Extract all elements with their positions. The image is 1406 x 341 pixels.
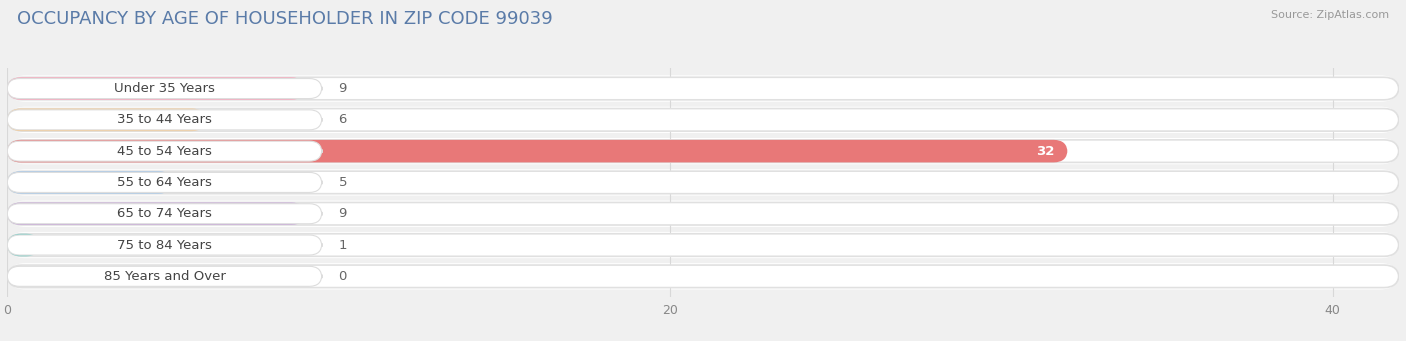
Text: 75 to 84 Years: 75 to 84 Years bbox=[117, 239, 212, 252]
Text: 1: 1 bbox=[339, 239, 347, 252]
FancyBboxPatch shape bbox=[7, 203, 305, 225]
FancyBboxPatch shape bbox=[7, 173, 322, 192]
FancyBboxPatch shape bbox=[7, 171, 173, 194]
Text: Source: ZipAtlas.com: Source: ZipAtlas.com bbox=[1271, 10, 1389, 20]
FancyBboxPatch shape bbox=[7, 171, 1399, 194]
FancyBboxPatch shape bbox=[7, 265, 1399, 287]
Text: 55 to 64 Years: 55 to 64 Years bbox=[117, 176, 212, 189]
Text: 85 Years and Over: 85 Years and Over bbox=[104, 270, 225, 283]
FancyBboxPatch shape bbox=[7, 234, 41, 256]
FancyBboxPatch shape bbox=[7, 266, 322, 286]
Text: 45 to 54 Years: 45 to 54 Years bbox=[117, 145, 212, 158]
FancyBboxPatch shape bbox=[7, 232, 1399, 258]
Text: 5: 5 bbox=[339, 176, 347, 189]
FancyBboxPatch shape bbox=[7, 108, 205, 131]
Text: OCCUPANCY BY AGE OF HOUSEHOLDER IN ZIP CODE 99039: OCCUPANCY BY AGE OF HOUSEHOLDER IN ZIP C… bbox=[17, 10, 553, 28]
FancyBboxPatch shape bbox=[7, 263, 1399, 290]
FancyBboxPatch shape bbox=[7, 169, 1399, 196]
FancyBboxPatch shape bbox=[7, 108, 1399, 131]
Text: 6: 6 bbox=[339, 113, 347, 126]
FancyBboxPatch shape bbox=[7, 234, 1399, 256]
FancyBboxPatch shape bbox=[7, 141, 322, 161]
FancyBboxPatch shape bbox=[7, 140, 1067, 162]
Text: 9: 9 bbox=[339, 207, 347, 220]
FancyBboxPatch shape bbox=[7, 235, 322, 255]
Text: 32: 32 bbox=[1036, 145, 1054, 158]
Text: 9: 9 bbox=[339, 82, 347, 95]
FancyBboxPatch shape bbox=[7, 107, 1399, 133]
FancyBboxPatch shape bbox=[7, 78, 322, 99]
FancyBboxPatch shape bbox=[7, 204, 322, 224]
FancyBboxPatch shape bbox=[7, 75, 1399, 102]
Text: 35 to 44 Years: 35 to 44 Years bbox=[117, 113, 212, 126]
FancyBboxPatch shape bbox=[7, 110, 322, 130]
FancyBboxPatch shape bbox=[7, 77, 305, 100]
FancyBboxPatch shape bbox=[7, 140, 1399, 162]
FancyBboxPatch shape bbox=[7, 138, 1399, 164]
Text: Under 35 Years: Under 35 Years bbox=[114, 82, 215, 95]
FancyBboxPatch shape bbox=[7, 203, 1399, 225]
Text: 0: 0 bbox=[339, 270, 347, 283]
FancyBboxPatch shape bbox=[7, 201, 1399, 227]
FancyBboxPatch shape bbox=[7, 77, 1399, 100]
Text: 65 to 74 Years: 65 to 74 Years bbox=[117, 207, 212, 220]
